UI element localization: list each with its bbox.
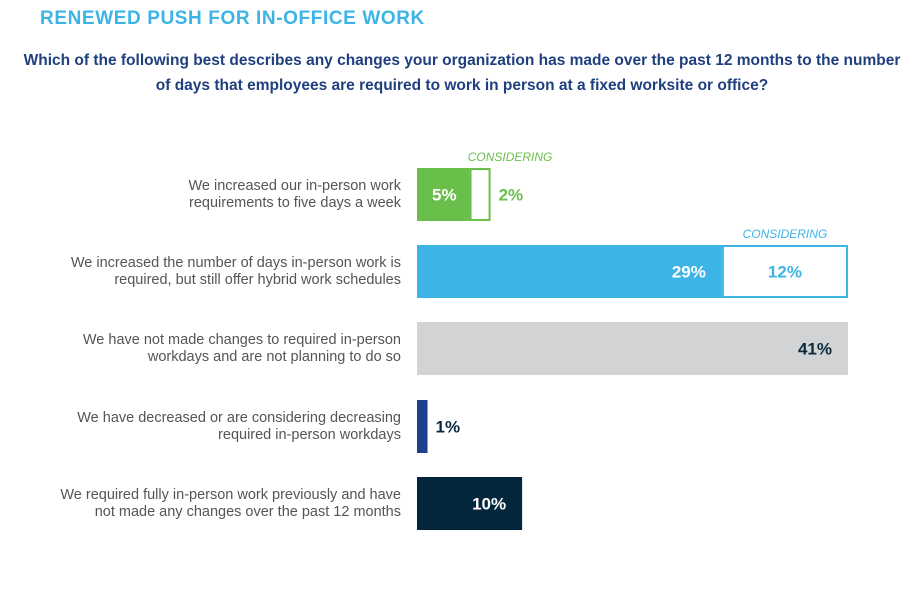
category-label: We required fully in-person work previou…	[21, 487, 401, 521]
category-label-line: requirements to five days a week	[189, 194, 401, 211]
considering-caption: CONSIDERING	[468, 150, 553, 164]
category-label: We have not made changes to required in-…	[21, 332, 401, 366]
bar	[417, 400, 428, 453]
category-label-line: workdays and are not planning to do so	[147, 348, 401, 365]
chart-kicker-title: RENEWED PUSH FOR IN-OFFICE WORK	[40, 8, 425, 29]
category-label-line: We have decreased or are considering dec…	[77, 409, 401, 426]
bar	[417, 477, 523, 530]
bar	[417, 322, 848, 375]
category-label-line: We required fully in-person work previou…	[60, 486, 401, 503]
bar-value-label: 1%	[436, 418, 461, 437]
category-label-line: We have not made changes to required in-…	[82, 331, 401, 348]
category-label-line: required in-person workdays	[218, 426, 401, 443]
category-label: We increased the number of days in-perso…	[21, 255, 401, 289]
considering-bar	[469, 168, 491, 221]
category-label-line: We increased the number of days in-perso…	[70, 254, 401, 271]
bar-value-label: 29%	[672, 263, 706, 282]
bar-value-label: 41%	[798, 340, 832, 359]
bar	[417, 245, 722, 298]
considering-value-label: 2%	[499, 186, 524, 205]
bar	[417, 168, 470, 221]
category-label: We have decreased or are considering dec…	[21, 410, 401, 444]
chart-question: Which of the following best describes an…	[23, 52, 901, 94]
category-label-line: not made any changes over the past 12 mo…	[94, 503, 401, 520]
bar-value-label: 10%	[472, 495, 506, 514]
considering-value-label: 12%	[768, 263, 802, 282]
considering-caption: CONSIDERING	[743, 227, 828, 241]
category-label: We increased our in-person work requireme…	[21, 177, 402, 212]
bar-value-label: 5%	[432, 186, 457, 205]
category-label-line: We increased our in-person work	[188, 177, 402, 194]
considering-bar	[721, 245, 848, 298]
category-label-line: required, but still offer hybrid work sc…	[114, 271, 401, 288]
